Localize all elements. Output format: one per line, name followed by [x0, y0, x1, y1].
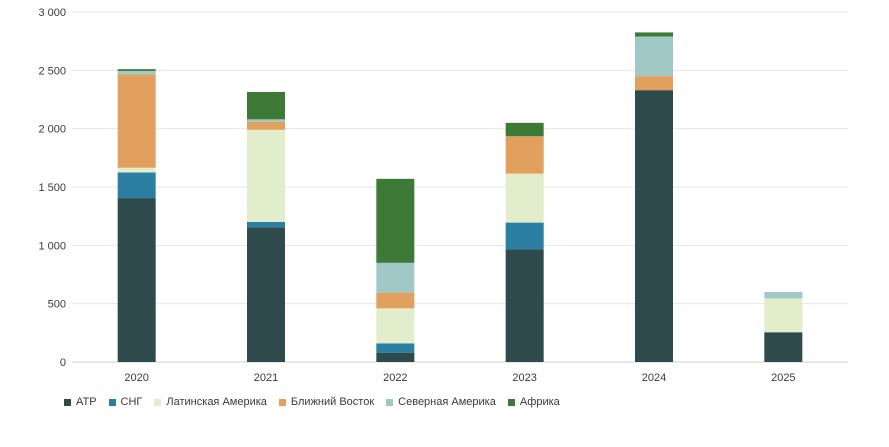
x-tick-label: 2023 [512, 372, 536, 384]
legend-label: СНГ [120, 396, 143, 408]
x-tick-label: 2021 [254, 372, 278, 384]
legend-item: Африка [507, 396, 560, 408]
legend-swatch [108, 398, 116, 406]
legend-label: Африка [519, 396, 560, 408]
bar-segment-2024-4 [635, 36, 673, 77]
x-tick-label: 2025 [771, 372, 795, 384]
legend-item: АТР [64, 396, 97, 408]
bar-segment-2022-0 [376, 352, 415, 362]
bar-segment-2023-5 [505, 122, 544, 137]
x-tick-label: 2020 [124, 372, 148, 384]
bar-segment-2024-0 [635, 90, 673, 363]
y-tick-label: 3 000 [38, 7, 66, 19]
bar-segment-2020-1 [117, 172, 156, 199]
bar-segment-2022-2 [376, 308, 415, 344]
bar-segment-2023-1 [505, 222, 544, 250]
bar-segment-2024-5 [635, 32, 673, 37]
bar-segment-2023-2 [505, 173, 544, 223]
bar-segment-2025-2 [764, 298, 803, 333]
bar-segment-2025-4 [764, 292, 803, 299]
bar-segment-2025-0 [764, 332, 803, 362]
bar-segment-2021-2 [247, 129, 285, 222]
bars [117, 32, 803, 363]
bar-segment-2023-0 [505, 249, 544, 362]
x-tick-label: 2022 [383, 372, 407, 384]
bar-segment-2021-3 [247, 121, 285, 130]
y-tick-label: 1 500 [38, 182, 66, 194]
bar-segment-2021-0 [247, 227, 285, 362]
x-axis-ticks: 2020 2021 2022 2023 2024 2025 [124, 372, 795, 384]
y-tick-label: 500 [48, 299, 66, 311]
gridlines [72, 11, 848, 363]
bar-segment-2020-0 [117, 198, 156, 362]
legend-item: Латинская Америка [154, 396, 267, 408]
legend-item: СНГ [108, 396, 143, 408]
bar-segment-2021-4 [247, 119, 285, 122]
bar-segment-2022-3 [376, 292, 415, 309]
bar-segment-2020-4 [117, 70, 156, 75]
bar-segment-2022-1 [376, 343, 415, 353]
x-tick-label: 2024 [642, 372, 666, 384]
y-tick-label: 2 500 [38, 65, 66, 77]
y-tick-label: 0 [60, 357, 66, 369]
legend-label: Ближний Восток [290, 396, 375, 408]
y-tick-label: 1 000 [38, 240, 66, 252]
legend: АТР СНГ Латинская Америка Ближний Восток Сев… [64, 396, 560, 408]
bar-segment-2022-4 [376, 262, 415, 293]
legend-swatch [278, 398, 286, 406]
legend-item: Ближний Восток [278, 396, 375, 408]
bar-segment-2020-2 [117, 167, 156, 173]
bar-segment-2020-5 [117, 69, 156, 71]
legend-swatch [154, 398, 162, 406]
legend-item: Северная Америка [386, 396, 496, 408]
bar-segment-2022-5 [376, 178, 415, 263]
y-tick-label: 2 000 [38, 124, 66, 136]
bar-segment-2020-3 [117, 74, 156, 168]
bar-segment-2023-3 [505, 136, 544, 174]
legend-label: Латинская Америка [166, 396, 267, 408]
legend-label: АТР [76, 396, 97, 408]
y-axis-ticks: 0 500 1 000 1 500 2 000 2 500 3 000 [38, 7, 66, 369]
legend-swatch [507, 398, 515, 406]
bar-segment-2024-3 [635, 76, 673, 91]
bar-segment-2021-5 [247, 91, 285, 120]
bar-segment-2021-1 [247, 222, 285, 228]
legend-swatch [64, 398, 71, 406]
legend-swatch [386, 398, 394, 406]
legend-label: Северная Америка [398, 396, 496, 408]
